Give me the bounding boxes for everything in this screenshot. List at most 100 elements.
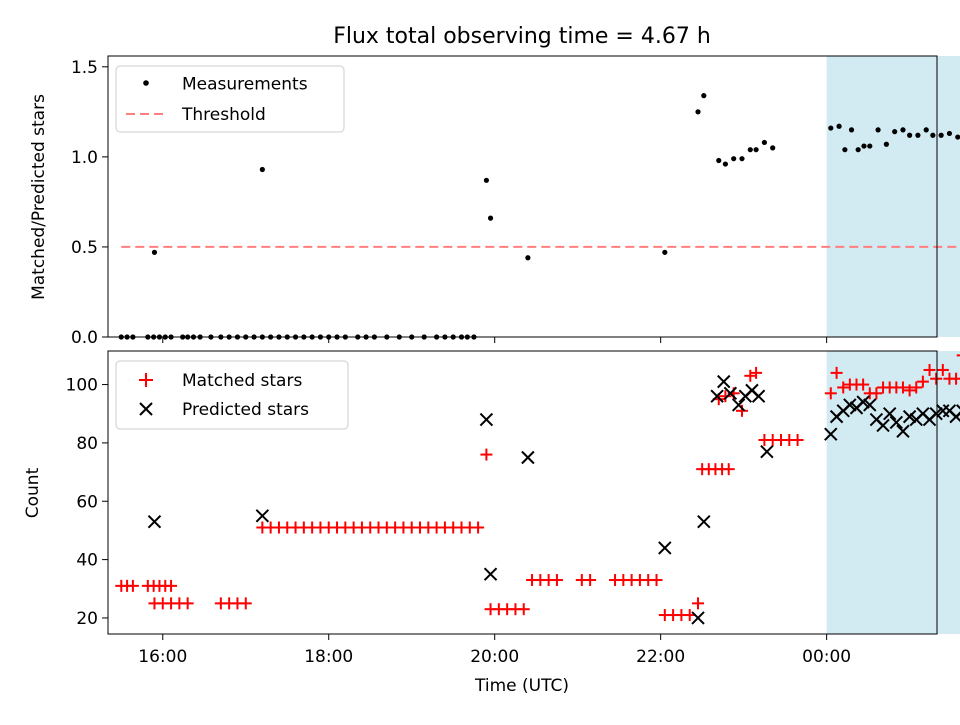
predicted-star-stroke — [521, 450, 535, 465]
measurement-point — [930, 132, 936, 138]
matched-star-point — [923, 363, 936, 376]
matched-star-point — [584, 574, 597, 587]
top-y-ticks: 0.0 0.5 1.0 1.5 — [71, 58, 108, 348]
matched-star-point — [126, 579, 139, 592]
predicted-star-point — [856, 395, 870, 409]
bottom-xtick-label: 20:00 — [470, 647, 519, 667]
measurement-point — [259, 166, 265, 173]
matched-star-point — [735, 404, 748, 417]
chart-title: Flux total observing time = 4.67 h — [333, 24, 711, 49]
bottom-xtick-label: 22:00 — [636, 647, 685, 667]
matched-star-point — [239, 597, 252, 610]
bottom-legend: Matched stars Predicted stars — [115, 360, 349, 430]
legend-matched-label: Matched stars — [182, 371, 302, 391]
matched-star-point — [903, 384, 916, 397]
measurement-point — [151, 249, 158, 255]
bottom-xtick-label: 16:00 — [138, 647, 187, 667]
bottom-shaded-span — [826, 351, 960, 634]
bottom-axes-frame — [107, 350, 938, 635]
predicted-star-stroke — [760, 444, 774, 459]
legend-predicted-marker — [139, 402, 153, 416]
matched-star-point — [472, 521, 485, 534]
measurement-point — [525, 255, 531, 261]
matched-star-point — [837, 381, 850, 394]
predicted-star-stroke — [929, 407, 943, 421]
matched-star-point — [692, 597, 705, 610]
predicted-star-stroke — [956, 404, 960, 410]
predicted-star-point — [521, 450, 535, 465]
predicted-star-stroke — [876, 418, 890, 433]
predicted-star-point — [717, 374, 731, 389]
measurement-point — [701, 93, 707, 99]
bottom-xtick-label: 00:00 — [802, 647, 851, 667]
bottom-ytick-label: 20 — [76, 609, 98, 629]
bottom-ytick-label: 60 — [76, 492, 98, 512]
matched-star-point — [750, 366, 763, 379]
predicted-star-point — [479, 412, 494, 427]
bottom-ytick-label: 100 — [66, 376, 98, 396]
predicted-star-point — [949, 409, 960, 424]
predicted-star-point — [255, 509, 270, 523]
measurement-point — [842, 147, 848, 153]
measurement-point — [753, 147, 759, 153]
matched-star-point — [916, 375, 929, 388]
matched-star-point — [857, 378, 870, 391]
measurement-point — [662, 249, 668, 255]
measurement-point — [731, 156, 737, 162]
predicted-star-stroke — [745, 383, 759, 398]
predicted-star-stroke — [843, 398, 857, 412]
predicted-star-point — [658, 541, 672, 555]
legend-matched-marker — [139, 373, 153, 387]
predicted-star-stroke — [483, 567, 498, 581]
matched-star-point — [830, 366, 843, 379]
top-ytick-label: 1.0 — [71, 148, 98, 168]
predicted-star-stroke — [691, 611, 705, 625]
measurement-point — [770, 145, 776, 151]
matched-star-point — [181, 597, 194, 610]
matched-star-point — [870, 387, 883, 400]
matched-star-point — [517, 603, 530, 616]
matched-star-point — [165, 579, 178, 592]
top-ytick-label: 0.0 — [71, 328, 98, 348]
measurement-point — [875, 127, 881, 133]
bottom-ytick-label: 40 — [76, 551, 98, 571]
bottom-ytick-label: 80 — [76, 434, 98, 454]
predicted-star-stroke — [856, 395, 870, 409]
predicted-star-stroke — [869, 412, 884, 427]
matched-star-point — [930, 372, 943, 385]
predicted-star-stroke — [956, 412, 960, 418]
predicted-star-stroke — [863, 398, 877, 412]
measurement-point — [923, 127, 929, 133]
measurement-point — [907, 132, 913, 138]
predicted-star-stroke — [882, 407, 897, 421]
predicted-star-stroke — [717, 374, 731, 389]
matched-star-point — [910, 381, 923, 394]
matched-star-point — [824, 387, 837, 400]
predicted-star-stroke — [889, 415, 904, 430]
measurement-point — [487, 215, 494, 221]
bottom-y-ticks: 20 40 60 80 100 — [66, 376, 108, 629]
predicted-star-point — [929, 407, 943, 421]
legend-threshold-label: Threshold — [181, 105, 266, 125]
measurement-point — [915, 132, 921, 138]
predicted-star-point — [723, 386, 738, 401]
measurement-point — [938, 132, 944, 138]
predicted-star-point — [956, 404, 960, 418]
x-axis-label: Time (UTC) — [474, 676, 569, 696]
predicted-star-point — [896, 424, 910, 438]
matched-star-point — [956, 354, 960, 357]
predicted-star-point — [889, 415, 904, 430]
legend-measurements-marker — [143, 80, 149, 86]
measurement-point — [483, 177, 490, 183]
predicted-star-stroke — [479, 412, 494, 427]
measurement-point — [883, 141, 889, 147]
legend-measurements-label: Measurements — [182, 75, 308, 95]
predicted-star-stroke — [723, 386, 738, 401]
predicted-star-stroke — [731, 398, 746, 412]
matched-star-point — [722, 463, 735, 476]
predicted-star-stroke — [147, 514, 162, 529]
predicted-star-stroke — [751, 389, 766, 403]
